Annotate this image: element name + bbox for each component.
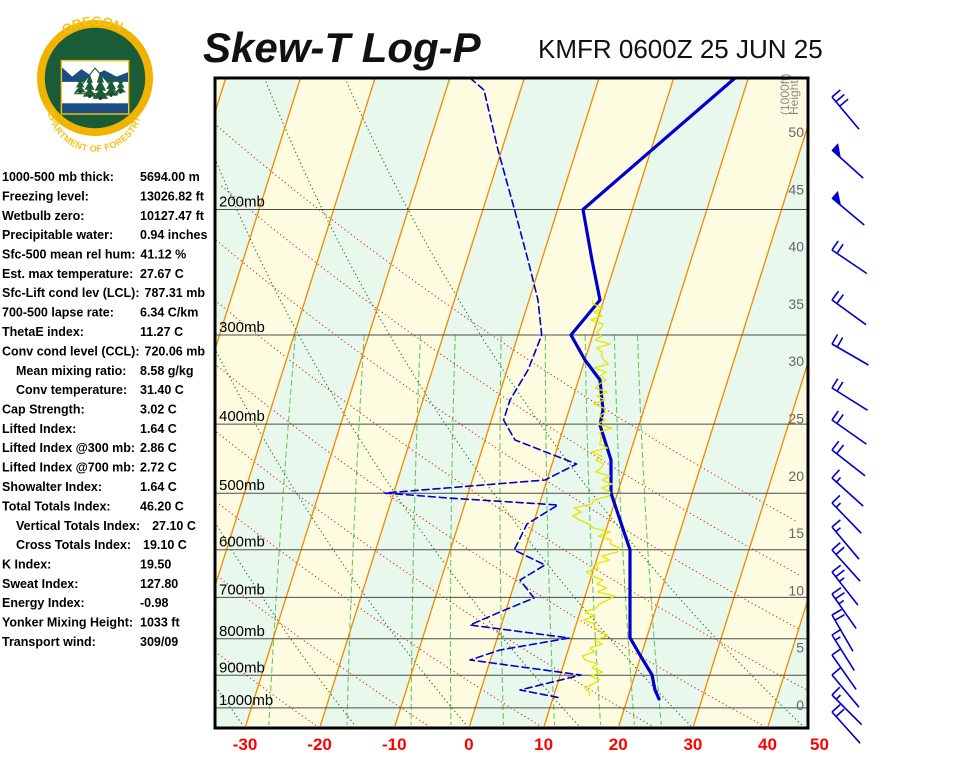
svg-text:46.20 C: 46.20 C	[140, 499, 184, 513]
svg-text:Sfc-500 mean rel hum:: Sfc-500 mean rel hum:	[2, 248, 135, 262]
svg-text:10: 10	[788, 582, 804, 598]
svg-text:Vertical Totals Index:: Vertical Totals Index:	[16, 519, 140, 533]
svg-text:Mean mixing ratio:: Mean mixing ratio:	[16, 364, 126, 378]
svg-text:-0.98: -0.98	[140, 596, 169, 610]
svg-text:KMFR 0600Z 25 JUN 25: KMFR 0600Z 25 JUN 25	[538, 34, 823, 64]
svg-text:27.67 C: 27.67 C	[140, 267, 184, 281]
svg-text:800mb: 800mb	[219, 623, 265, 640]
svg-text:25: 25	[788, 411, 804, 427]
svg-text:900mb: 900mb	[219, 659, 265, 676]
svg-text:1.64 C: 1.64 C	[140, 422, 177, 436]
svg-text:13026.82 ft: 13026.82 ft	[140, 189, 205, 203]
svg-text:1000-500 mb thick:: 1000-500 mb thick:	[2, 170, 114, 184]
svg-text:1033 ft: 1033 ft	[140, 616, 180, 630]
svg-text:-20: -20	[307, 735, 332, 754]
svg-text:Sfc-Lift cond lev (LCL):: Sfc-Lift cond lev (LCL):	[2, 286, 140, 300]
svg-text:Yonker Mixing Height:: Yonker Mixing Height:	[2, 616, 133, 630]
svg-text:2.72 C: 2.72 C	[140, 461, 177, 475]
svg-text:8.58 g/kg: 8.58 g/kg	[140, 364, 194, 378]
svg-text:Sweat Index:: Sweat Index:	[2, 577, 78, 591]
svg-text:Lifted Index @700 mb:: Lifted Index @700 mb:	[2, 461, 135, 475]
svg-text:3.02 C: 3.02 C	[140, 403, 177, 417]
svg-text:11.27 C: 11.27 C	[140, 325, 183, 339]
svg-text:40: 40	[788, 239, 804, 255]
svg-text:K Index:: K Index:	[2, 558, 51, 572]
svg-text:Precipitable water:: Precipitable water:	[2, 228, 113, 242]
svg-text:Freezing level:: Freezing level:	[2, 189, 89, 203]
svg-text:2.86 C: 2.86 C	[140, 441, 177, 455]
svg-text:ThetaE index:: ThetaE index:	[2, 325, 84, 339]
svg-text:31.40 C: 31.40 C	[140, 383, 184, 397]
svg-text:127.80: 127.80	[140, 577, 178, 591]
svg-text:-30: -30	[233, 735, 258, 754]
svg-text:Cross Totals Index:: Cross Totals Index:	[16, 538, 131, 552]
svg-text:(1000ft): (1000ft)	[778, 74, 792, 115]
svg-text:30: 30	[788, 353, 804, 369]
svg-text:15: 15	[788, 525, 804, 541]
svg-text:19.10 C: 19.10 C	[143, 538, 187, 552]
svg-text:10: 10	[534, 735, 553, 754]
svg-text:700-500 lapse rate:: 700-500 lapse rate:	[2, 306, 114, 320]
svg-text:Skew-T Log-P: Skew-T Log-P	[203, 24, 482, 71]
svg-text:19.50: 19.50	[140, 558, 171, 572]
svg-text:309/09: 309/09	[140, 635, 178, 649]
svg-text:50: 50	[788, 124, 804, 140]
svg-text:5694.00 m: 5694.00 m	[140, 170, 200, 184]
svg-text:0: 0	[796, 697, 804, 713]
svg-text:400mb: 400mb	[219, 408, 265, 425]
svg-text:700mb: 700mb	[219, 581, 265, 598]
svg-text:30: 30	[683, 735, 702, 754]
svg-text:41.12 %: 41.12 %	[140, 248, 186, 262]
svg-text:10127.47 ft: 10127.47 ft	[140, 209, 205, 223]
svg-text:0.94 inches: 0.94 inches	[140, 228, 207, 242]
svg-text:1.64 C: 1.64 C	[140, 480, 177, 494]
svg-text:6.34 C/km: 6.34 C/km	[140, 306, 198, 320]
svg-text:600mb: 600mb	[219, 534, 265, 551]
svg-text:5: 5	[796, 640, 804, 656]
svg-text:Est. max temperature:: Est. max temperature:	[2, 267, 133, 281]
svg-text:Transport wind:: Transport wind:	[2, 635, 96, 649]
svg-text:20: 20	[609, 735, 628, 754]
svg-text:20: 20	[788, 468, 804, 484]
svg-text:Lifted Index @300 mb:: Lifted Index @300 mb:	[2, 441, 135, 455]
svg-text:35: 35	[788, 296, 804, 312]
svg-text:Showalter Index:: Showalter Index:	[2, 480, 102, 494]
svg-text:45: 45	[788, 181, 804, 197]
svg-text:500mb: 500mb	[219, 477, 265, 494]
svg-text:40: 40	[758, 735, 777, 754]
svg-text:200mb: 200mb	[219, 194, 265, 211]
svg-text:Conv cond level (CCL):: Conv cond level (CCL):	[2, 344, 140, 358]
svg-text:27.10 C: 27.10 C	[152, 519, 196, 533]
svg-text:Cap Strength:: Cap Strength:	[2, 403, 85, 417]
svg-text:50: 50	[810, 735, 829, 754]
svg-text:Wetbulb zero:: Wetbulb zero:	[2, 209, 84, 223]
svg-text:Lifted Index:: Lifted Index:	[2, 422, 76, 436]
svg-text:1000mb: 1000mb	[219, 692, 273, 709]
svg-text:787.31 mb: 787.31 mb	[145, 286, 206, 300]
svg-text:300mb: 300mb	[219, 319, 265, 336]
svg-text:720.06 mb: 720.06 mb	[145, 344, 206, 358]
svg-text:-10: -10	[382, 735, 407, 754]
svg-text:Conv temperature:: Conv temperature:	[16, 383, 127, 397]
svg-text:Total Totals Index:: Total Totals Index:	[2, 499, 111, 513]
svg-text:Energy Index:: Energy Index:	[2, 596, 85, 610]
svg-text:0: 0	[464, 735, 473, 754]
